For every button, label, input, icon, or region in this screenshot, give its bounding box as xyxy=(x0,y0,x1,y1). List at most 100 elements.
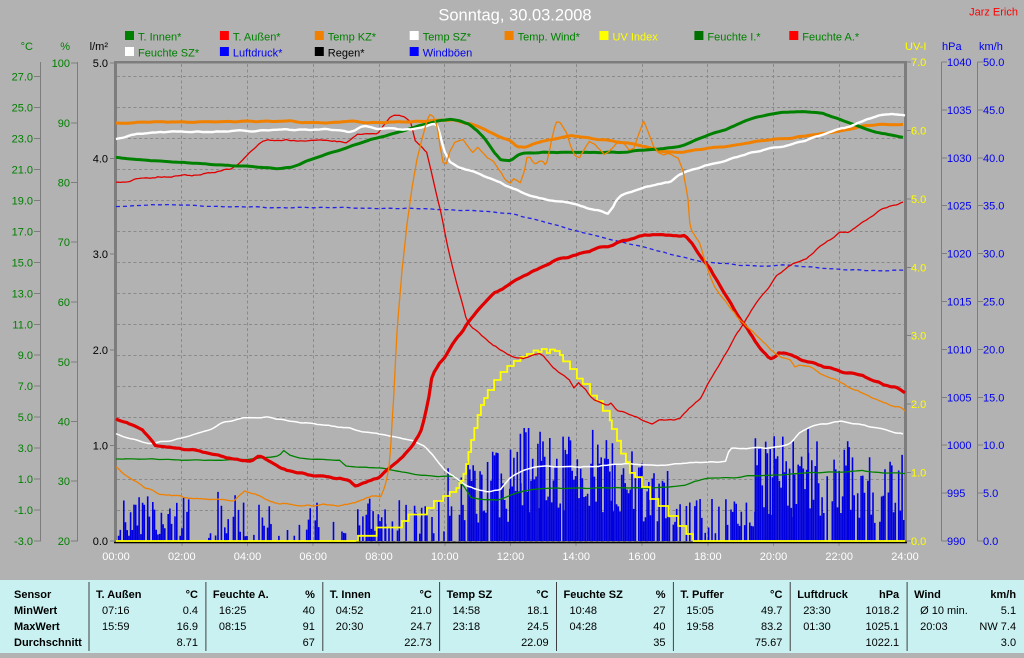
svg-text:Feuchte I.*: Feuchte I.* xyxy=(707,32,761,44)
svg-text:02:00: 02:00 xyxy=(168,551,196,563)
svg-text:%: % xyxy=(305,589,315,601)
svg-text:20: 20 xyxy=(58,536,70,548)
svg-text:15:59: 15:59 xyxy=(102,621,130,633)
svg-text:4.0: 4.0 xyxy=(93,154,108,166)
svg-text:22.09: 22.09 xyxy=(521,637,549,649)
svg-text:24:00: 24:00 xyxy=(891,551,919,563)
svg-text:35.0: 35.0 xyxy=(983,201,1004,213)
svg-text:MaxWert: MaxWert xyxy=(14,621,60,633)
svg-text:Wind: Wind xyxy=(914,589,941,601)
svg-text:30: 30 xyxy=(58,476,70,488)
svg-text:T. Außen*: T. Außen* xyxy=(233,32,281,44)
svg-text:0.0: 0.0 xyxy=(983,536,998,548)
svg-text:14:00: 14:00 xyxy=(562,551,590,563)
svg-text:3.0: 3.0 xyxy=(911,331,926,343)
svg-text:0.0: 0.0 xyxy=(93,536,108,548)
svg-text:Durchschnitt: Durchschnitt xyxy=(14,637,82,649)
svg-text:1015: 1015 xyxy=(947,297,971,309)
svg-text:08:00: 08:00 xyxy=(365,551,393,563)
svg-text:18.1: 18.1 xyxy=(527,605,548,617)
svg-text:6.0: 6.0 xyxy=(911,125,926,137)
svg-text:60: 60 xyxy=(58,297,70,309)
svg-text:14:58: 14:58 xyxy=(453,605,481,617)
svg-text:21.0: 21.0 xyxy=(12,164,33,176)
svg-text:16:25: 16:25 xyxy=(219,605,247,617)
svg-text:24.5: 24.5 xyxy=(527,621,548,633)
svg-text:06:00: 06:00 xyxy=(299,551,327,563)
svg-text:MinWert: MinWert xyxy=(14,605,58,617)
svg-text:1.0: 1.0 xyxy=(93,440,108,452)
svg-text:1018.2: 1018.2 xyxy=(866,605,900,617)
svg-text:1020: 1020 xyxy=(947,249,971,261)
svg-text:1025.1: 1025.1 xyxy=(866,621,900,633)
svg-text:80: 80 xyxy=(58,178,70,190)
svg-text:19.0: 19.0 xyxy=(12,195,33,207)
svg-text:100: 100 xyxy=(52,58,70,70)
svg-text:8.71: 8.71 xyxy=(177,637,198,649)
svg-text:Feuchte SZ*: Feuchte SZ* xyxy=(138,48,200,60)
svg-text:17.0: 17.0 xyxy=(12,226,33,238)
svg-text:Temp KZ*: Temp KZ* xyxy=(328,32,377,44)
svg-text:20.0: 20.0 xyxy=(983,344,1004,356)
svg-text:67: 67 xyxy=(303,637,315,649)
svg-text:°C: °C xyxy=(21,41,33,53)
svg-text:83.2: 83.2 xyxy=(761,621,782,633)
svg-text:Luftdruck*: Luftdruck* xyxy=(233,48,283,60)
svg-text:1035: 1035 xyxy=(947,105,971,117)
svg-text:Temp SZ*: Temp SZ* xyxy=(423,32,472,44)
svg-text:45.0: 45.0 xyxy=(983,105,1004,117)
svg-text:0.4: 0.4 xyxy=(183,605,198,617)
svg-text:25.0: 25.0 xyxy=(983,297,1004,309)
svg-text:Sensor: Sensor xyxy=(14,589,52,601)
svg-text:07:16: 07:16 xyxy=(102,605,130,617)
svg-text:T. Innen: T. Innen xyxy=(330,589,371,601)
svg-text:4.0: 4.0 xyxy=(911,262,926,274)
svg-text:91: 91 xyxy=(303,621,315,633)
svg-text:Ø 10 min.: Ø 10 min. xyxy=(920,605,968,617)
svg-text:35: 35 xyxy=(653,637,665,649)
svg-text:2.0: 2.0 xyxy=(93,345,108,357)
svg-text:5.0: 5.0 xyxy=(18,412,33,424)
svg-text:3.0: 3.0 xyxy=(1001,637,1016,649)
svg-text:1022.1: 1022.1 xyxy=(866,637,900,649)
svg-text:l/m²: l/m² xyxy=(90,41,109,53)
svg-text:04:28: 04:28 xyxy=(570,621,598,633)
svg-text:km/h: km/h xyxy=(979,41,1003,53)
svg-text:04:00: 04:00 xyxy=(234,551,262,563)
svg-text:90: 90 xyxy=(58,118,70,130)
svg-text:Feuchte A.*: Feuchte A.* xyxy=(802,32,860,44)
svg-text:10.0: 10.0 xyxy=(983,440,1004,452)
svg-text:40: 40 xyxy=(58,417,70,429)
svg-text:7.0: 7.0 xyxy=(911,57,926,69)
svg-text:12:00: 12:00 xyxy=(497,551,525,563)
svg-text:1000: 1000 xyxy=(947,440,971,452)
svg-text:Feuchte A.: Feuchte A. xyxy=(213,589,269,601)
svg-text:Feuchte SZ: Feuchte SZ xyxy=(564,589,624,601)
svg-text:11.0: 11.0 xyxy=(12,319,33,331)
svg-text:20:00: 20:00 xyxy=(760,551,788,563)
svg-text:%: % xyxy=(656,589,666,601)
svg-text:22.73: 22.73 xyxy=(404,637,432,649)
svg-text:°C: °C xyxy=(186,589,198,601)
svg-text:10:00: 10:00 xyxy=(431,551,459,563)
svg-text:hPa: hPa xyxy=(942,41,962,53)
svg-text:40.0: 40.0 xyxy=(983,153,1004,165)
svg-text:Sonntag, 30.03.2008: Sonntag, 30.03.2008 xyxy=(438,7,591,25)
svg-text:7.0: 7.0 xyxy=(18,381,33,393)
svg-text:23:30: 23:30 xyxy=(803,605,831,617)
svg-text:Luftdruck: Luftdruck xyxy=(797,589,849,601)
svg-text:1010: 1010 xyxy=(947,344,971,356)
svg-text:27: 27 xyxy=(653,605,665,617)
svg-text:5.0: 5.0 xyxy=(983,488,998,500)
svg-text:18:00: 18:00 xyxy=(694,551,722,563)
svg-text:9.0: 9.0 xyxy=(18,350,33,362)
svg-text:°C: °C xyxy=(536,589,548,601)
svg-text:2.0: 2.0 xyxy=(911,399,926,411)
svg-text:Jarz Erich: Jarz Erich xyxy=(969,7,1018,19)
svg-text:00:00: 00:00 xyxy=(102,551,130,563)
svg-text:08:15: 08:15 xyxy=(219,621,247,633)
svg-text:3.0: 3.0 xyxy=(93,249,108,261)
svg-text:hPa: hPa xyxy=(879,589,900,601)
svg-text:15:05: 15:05 xyxy=(686,605,714,617)
svg-text:21.0: 21.0 xyxy=(410,605,431,617)
